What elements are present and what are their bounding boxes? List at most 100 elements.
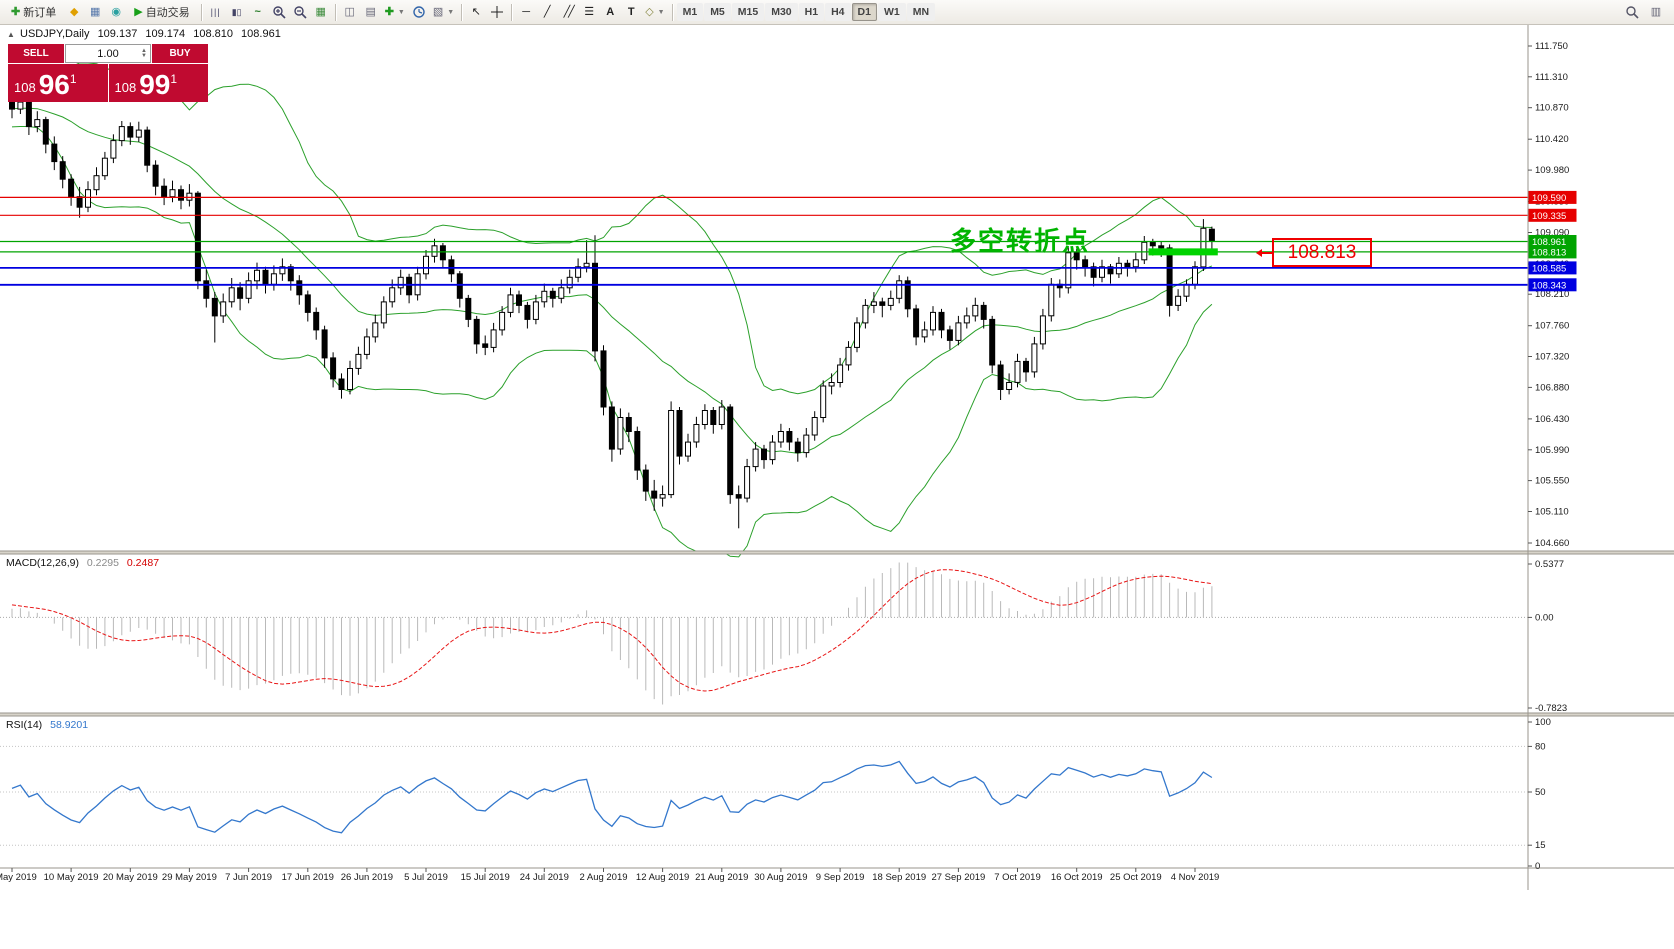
volume-value: 1.00	[97, 47, 119, 60]
volume-input[interactable]: 1.00 ▲ ▼	[65, 44, 151, 63]
line-chart-mode-button[interactable]: ~	[248, 2, 268, 22]
svg-text:111.750: 111.750	[1535, 41, 1568, 52]
svg-text:2 Aug 2019: 2 Aug 2019	[579, 872, 627, 883]
svg-text:26 Jun 2019: 26 Jun 2019	[341, 872, 393, 883]
timeframe-m30-button[interactable]: M30	[765, 3, 798, 21]
search-button[interactable]	[1622, 2, 1642, 22]
text-tool-button[interactable]: A	[600, 2, 620, 22]
navigator-button[interactable]: ◉	[106, 2, 126, 22]
add-indicator-button[interactable]: ✚ ▼	[382, 2, 408, 22]
channel-tool-button[interactable]: ╱╱	[558, 2, 578, 22]
timeframe-m1-button[interactable]: M1	[676, 3, 704, 21]
arrow-tools-button[interactable]: ◇ ▼	[642, 2, 667, 22]
arrange-windows-button[interactable]: ▤	[361, 2, 381, 22]
svg-text:17 Jun 2019: 17 Jun 2019	[282, 872, 334, 883]
rsi-indicator-label: RSI(14) 58.9201	[6, 719, 88, 731]
cascade-windows-button[interactable]: ◫	[340, 2, 360, 22]
svg-text:104.660: 104.660	[1535, 538, 1569, 549]
bar-high-value: 109.174	[145, 28, 186, 40]
timeframe-m5-button[interactable]: M5	[704, 3, 731, 21]
svg-text:21 Aug 2019: 21 Aug 2019	[695, 872, 748, 883]
timeframe-mn-button[interactable]: MN	[906, 3, 936, 21]
rsi-value: 58.9201	[50, 719, 89, 731]
cursor-tool-button[interactable]: ↖	[466, 2, 486, 22]
svg-text:10 May 2019: 10 May 2019	[44, 872, 99, 883]
macd-indicator-label: MACD(12,26,9) 0.2295 0.2487	[6, 557, 159, 569]
svg-text:50: 50	[1535, 787, 1546, 798]
templates-button[interactable]: ▧ ▼	[430, 2, 457, 22]
candlestick-mode-button[interactable]: ▮▯	[227, 2, 247, 22]
timeframe-h1-button[interactable]: H1	[798, 3, 825, 21]
tile-windows-button[interactable]: ▦	[311, 2, 331, 22]
toolbar-separator	[671, 3, 673, 21]
svg-text:109.590: 109.590	[1532, 193, 1566, 204]
bar-close-value: 108.961	[241, 28, 281, 40]
macd-histogram	[11, 562, 1213, 705]
navigator-icon: ◉	[111, 5, 122, 18]
text-icon: A	[606, 5, 615, 18]
svg-text:1 May 2019: 1 May 2019	[0, 872, 37, 883]
svg-text:30 Aug 2019: 30 Aug 2019	[754, 872, 807, 883]
macd-signal-value: 0.2487	[126, 557, 160, 569]
fibonacci-icon: ☰	[584, 5, 595, 18]
buy-button[interactable]: BUY	[152, 44, 208, 63]
svg-text:107.760: 107.760	[1535, 321, 1569, 332]
new-order-button[interactable]: ✚ 新订单	[4, 2, 63, 22]
svg-text:18 Sep 2019: 18 Sep 2019	[872, 872, 926, 883]
zoom-in-button[interactable]	[269, 2, 289, 22]
svg-text:16 Oct 2019: 16 Oct 2019	[1051, 872, 1103, 883]
fibonacci-tool-button[interactable]: ☰	[579, 2, 599, 22]
buy-price-int: 108	[114, 80, 137, 95]
timeframe-h4-button[interactable]: H4	[825, 3, 851, 21]
channel-icon: ╱╱	[563, 5, 575, 18]
sell-price-button[interactable]: 108 96 1	[8, 64, 108, 102]
window-list-button[interactable]: ▥	[1646, 2, 1666, 22]
period-converter-button[interactable]	[409, 2, 429, 22]
price-callout-box[interactable]: 108.813	[1256, 238, 1372, 267]
horizontal-line-tool-button[interactable]: ─	[516, 2, 536, 22]
label-tool-button[interactable]: T	[621, 2, 641, 22]
turning-point-annotation[interactable]: 多空转折点	[950, 226, 1091, 256]
panel-separator	[0, 713, 1674, 716]
one-click-panel-toggle[interactable]: ▲	[7, 30, 15, 39]
candlestick-icon: ▮▯	[231, 6, 242, 17]
autotrading-button[interactable]: ▶ 自动交易	[127, 2, 196, 22]
svg-text:-0.7823: -0.7823	[1535, 703, 1567, 714]
buy-price-button[interactable]: 108 99 1	[108, 64, 208, 102]
svg-text:108.585: 108.585	[1532, 263, 1566, 274]
svg-text:29 May 2019: 29 May 2019	[162, 872, 217, 883]
metaeditor-button[interactable]: ◆	[64, 2, 84, 22]
crosshair-tool-button[interactable]	[487, 2, 507, 22]
svg-text:105.550: 105.550	[1535, 476, 1569, 487]
toolbar-separator	[200, 3, 202, 21]
svg-text:100: 100	[1535, 717, 1551, 728]
svg-text:5 Jul 2019: 5 Jul 2019	[404, 872, 448, 883]
price-tag	[1528, 245, 1577, 259]
market-watch-button[interactable]: ▦	[85, 2, 105, 22]
buy-price-pips: 99	[139, 69, 171, 100]
zoom-out-button[interactable]	[290, 2, 310, 22]
arrange-windows-icon: ▤	[365, 5, 376, 18]
timeframe-m15-button[interactable]: M15	[731, 3, 765, 21]
volume-up-icon[interactable]: ▲	[141, 47, 147, 54]
timeframe-d1-button[interactable]: D1	[851, 3, 877, 21]
cursor-icon: ↖	[471, 5, 481, 18]
svg-text:105.990: 105.990	[1535, 445, 1569, 456]
volume-down-icon[interactable]: ▼	[141, 52, 147, 59]
svg-text:109.980: 109.980	[1535, 165, 1569, 176]
trendline-tool-button[interactable]: ╱	[537, 2, 557, 22]
bar-low-value: 108.810	[193, 28, 233, 40]
rsi-name: RSI(14)	[6, 719, 43, 731]
volume-stepper: ▲ ▼	[139, 45, 149, 62]
label-icon: T	[627, 5, 635, 18]
sell-button[interactable]: SELL	[8, 44, 64, 63]
svg-text:105.110: 105.110	[1535, 507, 1569, 518]
sell-price-int: 108	[14, 80, 36, 95]
bar-chart-mode-button[interactable]: |||	[206, 2, 226, 22]
market-watch-icon: ▦	[90, 5, 101, 18]
timeframe-w1-button[interactable]: W1	[877, 3, 906, 21]
macd-main-value: 0.2295	[86, 557, 119, 569]
svg-text:25 Oct 2019: 25 Oct 2019	[1110, 872, 1162, 883]
window-list-icon: ▥	[1650, 5, 1662, 18]
